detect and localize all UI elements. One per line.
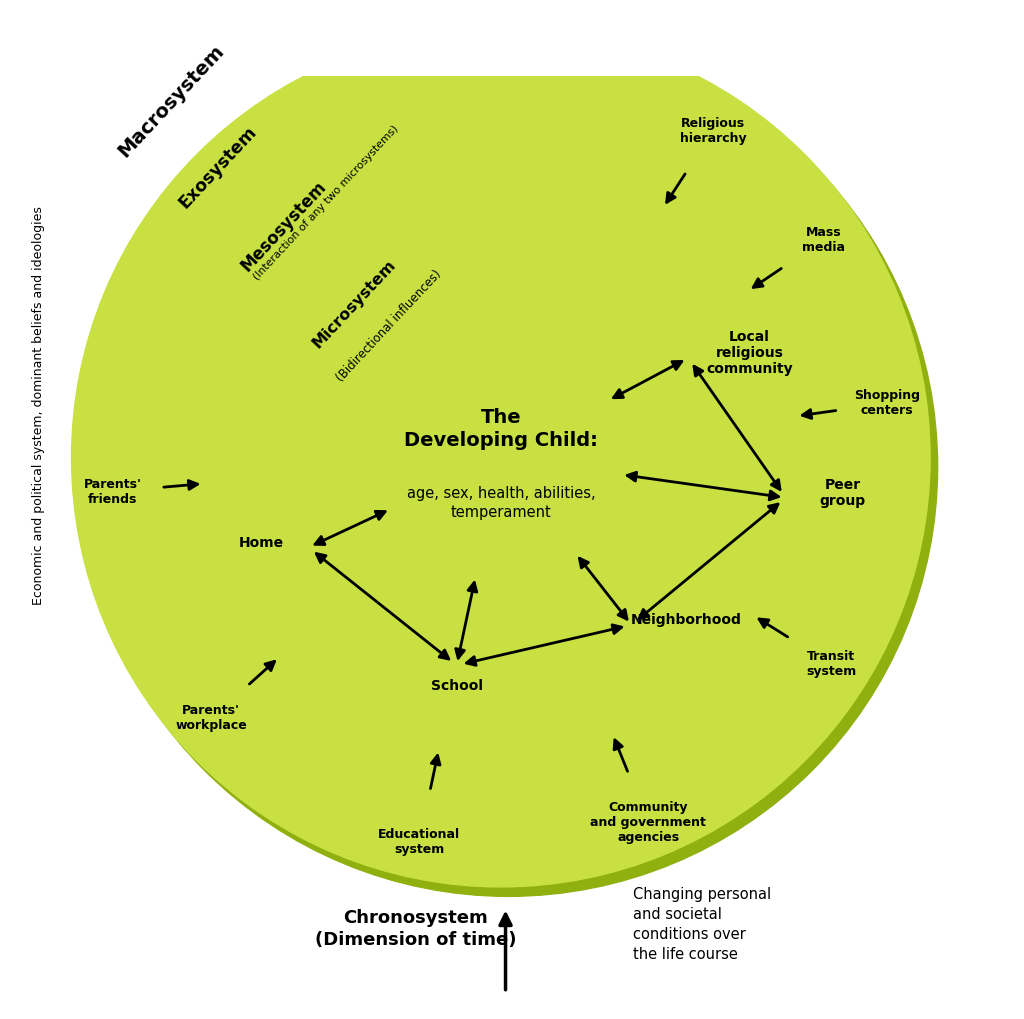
Circle shape [79, 38, 938, 897]
Text: Macrosystem: Macrosystem [114, 41, 227, 161]
Text: Chronosystem
(Dimension of time): Chronosystem (Dimension of time) [315, 909, 517, 950]
Text: Neighborhood: Neighborhood [631, 613, 741, 628]
Text: Parents'
workplace: Parents' workplace [175, 704, 247, 733]
Circle shape [220, 184, 796, 759]
Text: Transit
system: Transit system [806, 650, 856, 678]
Text: Home: Home [239, 536, 284, 549]
Circle shape [213, 170, 788, 746]
Circle shape [155, 115, 862, 822]
Circle shape [147, 104, 855, 811]
Circle shape [289, 246, 713, 669]
Text: School: School [431, 679, 482, 693]
Text: The
Developing Child:: The Developing Child: [403, 409, 598, 450]
Circle shape [364, 321, 638, 594]
Text: Community
and government
agencies: Community and government agencies [590, 801, 707, 844]
Circle shape [296, 262, 721, 687]
Text: Changing personal
and societal
conditions over
the life course: Changing personal and societal condition… [633, 888, 771, 962]
Text: (Bidirectional influences): (Bidirectional influences) [335, 267, 444, 384]
Circle shape [72, 29, 930, 887]
Text: Local
religious
community: Local religious community [707, 330, 793, 376]
Text: Microsystem: Microsystem [310, 257, 399, 351]
Text: Parents'
friends: Parents' friends [84, 478, 141, 505]
Circle shape [372, 341, 645, 615]
Text: Mass
media: Mass media [803, 226, 846, 254]
Text: Religious
hierarchy: Religious hierarchy [680, 117, 746, 145]
Text: Economic and political system, dominant beliefs and ideologies: Economic and political system, dominant … [32, 206, 45, 605]
Text: Shopping
centers: Shopping centers [854, 389, 920, 418]
Text: Exosystem: Exosystem [175, 122, 260, 212]
Text: Mesosystem: Mesosystem [238, 177, 330, 275]
Text: (Interaction of any two microsystems): (Interaction of any two microsystems) [252, 123, 400, 282]
Text: age, sex, health, abilities,
temperament: age, sex, health, abilities, temperament [407, 485, 595, 521]
Text: Peer
group: Peer group [819, 478, 865, 508]
Text: Educational
system: Educational system [378, 828, 460, 856]
